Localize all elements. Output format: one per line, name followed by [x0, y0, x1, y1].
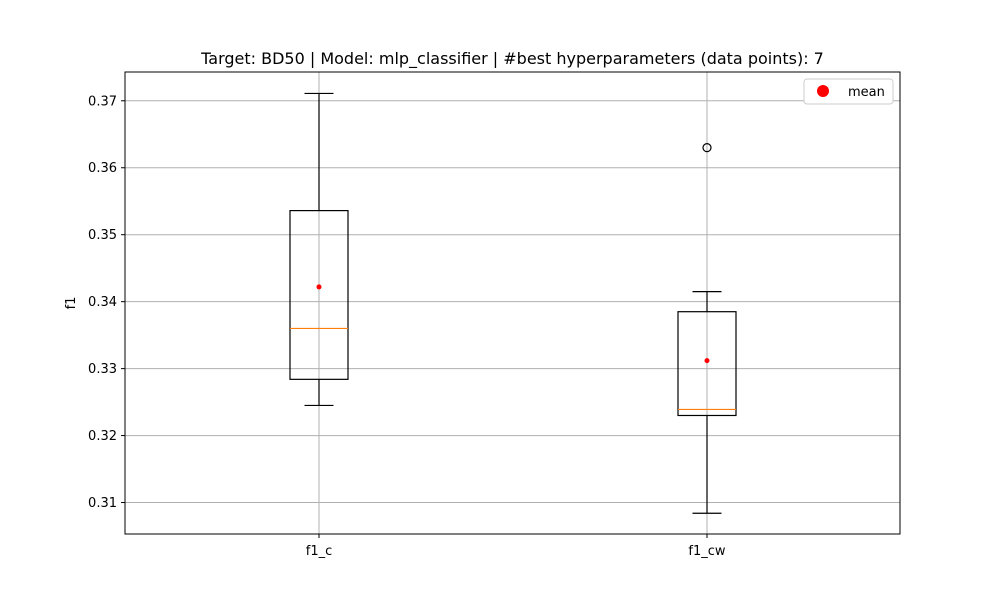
y-tick-label: 0.32 [88, 429, 117, 444]
chart-title: Target: BD50 | Model: mlp_classifier | #… [200, 49, 824, 69]
y-tick-label: 0.37 [88, 94, 117, 109]
mean-marker [316, 284, 322, 290]
x-tick-label: f1_c [306, 544, 333, 559]
mean-marker [704, 358, 710, 364]
legend-marker-mean [817, 85, 829, 97]
iqr-box [289, 210, 349, 380]
y-tick-label: 0.31 [88, 496, 117, 511]
outlier-point [702, 143, 712, 153]
y-tick-label: 0.33 [88, 362, 117, 377]
box-f1_cw [677, 143, 737, 514]
plot-frame [124, 71, 901, 535]
y-tick-label: 0.34 [88, 295, 117, 310]
y-tick-label: 0.36 [88, 161, 117, 176]
legend-box [803, 78, 894, 105]
boxes [289, 92, 737, 514]
legend-label-mean: mean [848, 85, 885, 100]
y-tick-label: 0.35 [88, 228, 117, 243]
box-f1_c [289, 92, 349, 407]
x-tick-label: f1_cw [688, 544, 725, 559]
axes: 0.31 0.32 0.33 0.34 0.35 0.36 0.37 f1_c f1_cw [88, 94, 726, 559]
y-axis-label: f1 [64, 297, 79, 310]
legend: mean [803, 78, 894, 105]
iqr-box [677, 311, 737, 417]
